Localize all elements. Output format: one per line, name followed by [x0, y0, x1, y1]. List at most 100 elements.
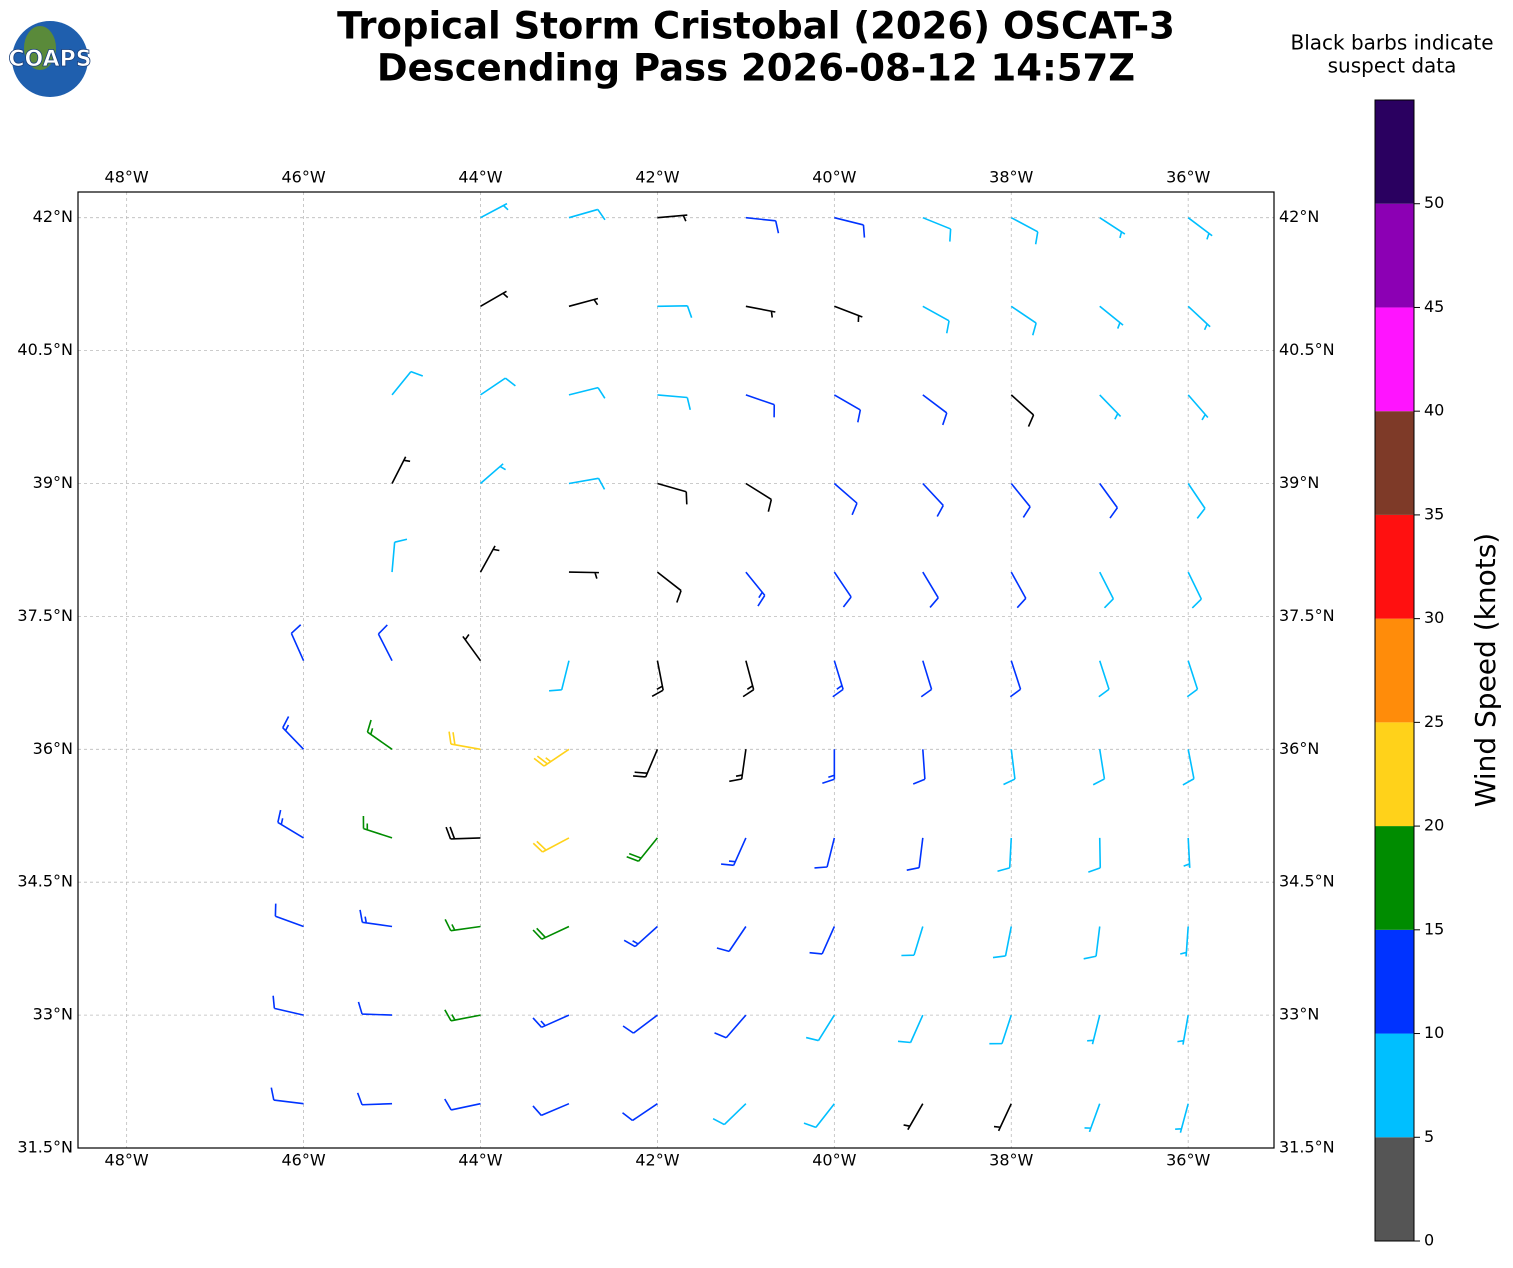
wind-barb: [623, 925, 658, 948]
x-tick-label: 38°W: [989, 1151, 1033, 1170]
colorbar-bin: [1375, 618, 1414, 723]
y-tick-label: 42°N: [33, 207, 73, 226]
wind-barb: [1010, 571, 1027, 609]
wind-barb: [805, 1014, 836, 1042]
y-tick-label: 36°N: [33, 739, 73, 758]
wind-barb: [651, 660, 664, 698]
note: suspect data: [1328, 54, 1457, 78]
wind-barb: [714, 1014, 747, 1039]
wind-barb: [277, 809, 304, 839]
wind-barb: [993, 1103, 1012, 1132]
wind-barb: [1099, 483, 1119, 519]
x-tick-label: 42°W: [635, 168, 679, 187]
wind-barb: [444, 1098, 481, 1111]
wind-barb: [532, 837, 570, 853]
wind-barb: [657, 304, 693, 318]
colorbar-tick-label: 40: [1424, 401, 1444, 420]
wind-barb: [568, 386, 606, 399]
wind-barb: [1087, 1014, 1101, 1045]
wind-barb: [391, 538, 408, 573]
y-tick-label: 39°N: [33, 473, 73, 492]
wind-barb: [657, 482, 688, 505]
wind-barb: [1010, 305, 1037, 336]
wind-barb: [745, 305, 776, 318]
wind-barb: [903, 1103, 924, 1131]
y-tick-label: 31.5°N: [1279, 1138, 1335, 1157]
y-tick-label: 40.5°N: [1279, 340, 1335, 359]
wind-barb: [357, 1001, 393, 1016]
wind-barb: [391, 456, 411, 484]
x-tick-label: 44°W: [458, 1151, 502, 1170]
x-tick-label: 46°W: [281, 1151, 325, 1170]
wind-barb: [1183, 837, 1191, 868]
wind-barb: [803, 1103, 835, 1129]
grid: [78, 192, 1274, 1148]
wind-barb: [1084, 1103, 1101, 1133]
wind-barb: [1187, 483, 1206, 519]
colorbar-bin: [1375, 307, 1414, 412]
x-tick-label: 40°W: [812, 168, 856, 187]
colorbar-tick-label: 25: [1424, 712, 1444, 731]
wind-barb: [742, 660, 755, 698]
wind-barb: [480, 202, 509, 219]
x-tick-label: 36°W: [1166, 168, 1210, 187]
wind-barb: [568, 571, 599, 579]
wind-barb: [1009, 660, 1022, 698]
wind-barb: [989, 1014, 1013, 1045]
wind-barb: [1182, 749, 1195, 786]
wind-barb: [745, 216, 780, 234]
wind-barb: [532, 925, 570, 940]
wind-barb: [532, 1014, 570, 1029]
wind-barb: [359, 909, 393, 928]
wind-barb: [462, 634, 482, 662]
wind-barb: [834, 305, 863, 322]
wind-barb: [622, 1014, 658, 1034]
x-tick-label: 40°W: [812, 1151, 856, 1170]
colorbar-bin: [1375, 203, 1414, 308]
wind-barb: [445, 826, 481, 840]
wind-barb: [922, 216, 952, 242]
logo-land: [24, 26, 56, 70]
wind-barb: [1092, 749, 1106, 786]
wind-barb: [479, 463, 506, 485]
colorbar-tick-label: 5: [1424, 1127, 1434, 1146]
colorbar-tick-label: 45: [1424, 297, 1444, 316]
wind-barb: [906, 837, 924, 871]
note: Black barbs indicate: [1291, 31, 1494, 55]
wind-barb: [745, 482, 773, 512]
wind-barb: [274, 903, 304, 928]
x-tick-label: 48°W: [105, 168, 149, 187]
y-tick-label: 33°N: [33, 1005, 73, 1024]
y-tick-label: 40.5°N: [17, 340, 73, 359]
wind-barb: [633, 748, 659, 778]
wind-barb: [1099, 394, 1122, 420]
wind-barb: [833, 482, 858, 516]
wind-barb: [712, 1103, 747, 1126]
wind-barb: [282, 716, 305, 750]
colorbar-tick-label: 15: [1424, 919, 1444, 938]
ticks: 48°W 48°W 46°W 46°W 44°W 44°W 42°W 42°W 40°W 40°W…: [17, 168, 1334, 1170]
wind-barb: [626, 837, 659, 862]
colorbar-bin: [1375, 100, 1414, 204]
wind-barb: [809, 926, 836, 955]
wind-barb: [822, 749, 836, 785]
wind-barb: [657, 214, 688, 222]
wind-barb: [1083, 926, 1101, 960]
wind-barb: [922, 394, 948, 426]
wind-barb: [833, 571, 852, 608]
wind-barb: [290, 624, 305, 662]
wind-barb: [833, 394, 862, 423]
wind-barb: [1177, 1014, 1189, 1045]
wind-barb: [922, 305, 950, 334]
colorbar: 0 5 10 15 20 25 30 35 40 45 50: [1374, 99, 1444, 1250]
y-tick-label: 39°N: [1279, 473, 1319, 492]
y-tick-label: 37.5°N: [1279, 606, 1335, 625]
wind-barb: [533, 748, 570, 767]
wind-barb: [1099, 305, 1124, 329]
wind-barb: [270, 1087, 304, 1105]
wind-barb: [377, 624, 393, 662]
colorbar-bin: [1375, 514, 1414, 619]
wind-barb: [480, 290, 509, 307]
wind-barb: [1186, 660, 1199, 698]
